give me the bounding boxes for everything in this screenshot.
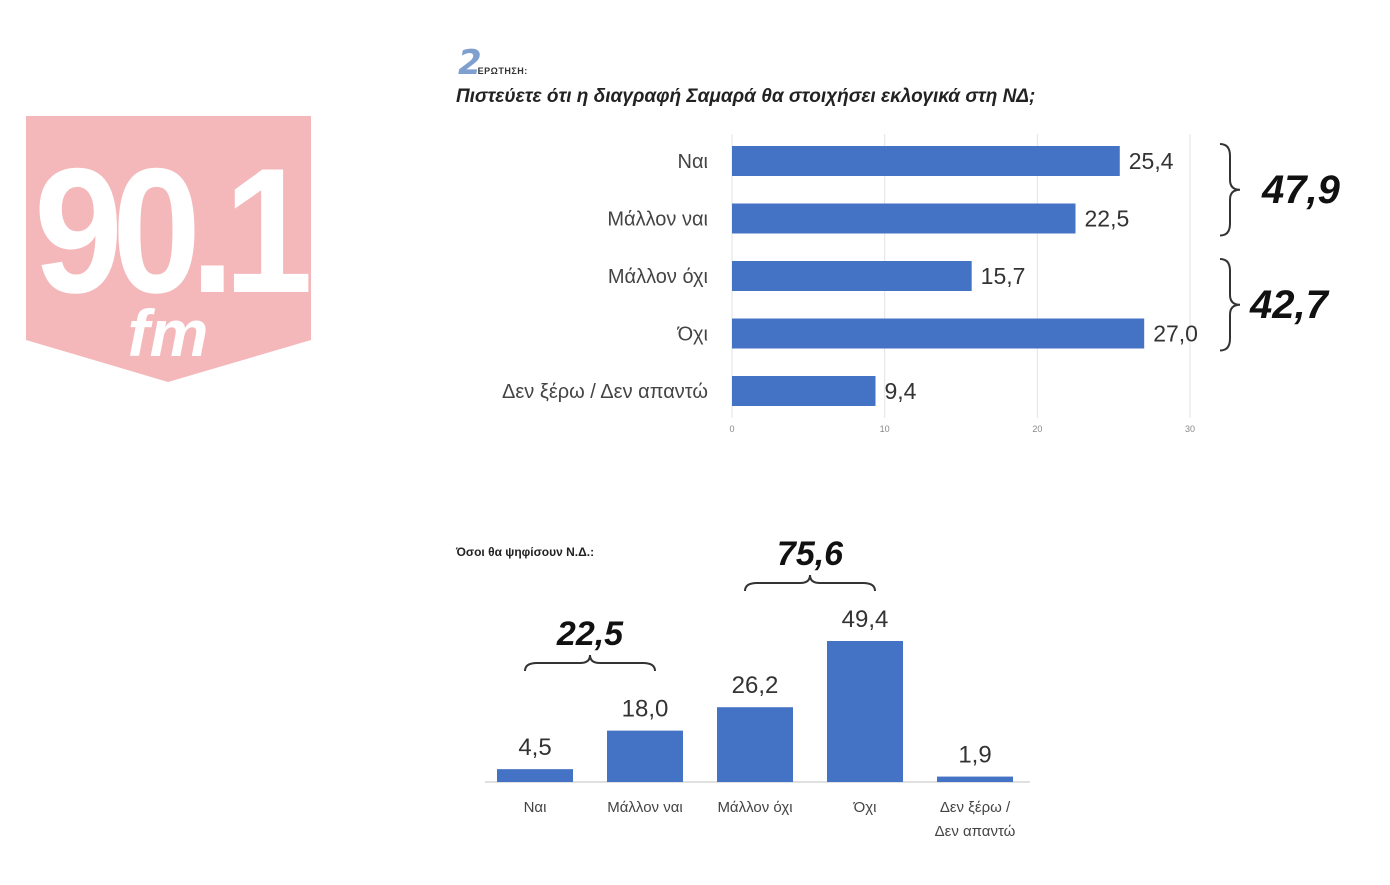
- x-tick-label: 20: [1032, 424, 1042, 434]
- category-label: Δεν ξέρω /: [940, 799, 1011, 816]
- logo-suffix: fm: [128, 296, 209, 370]
- bar: [732, 146, 1120, 176]
- logo-number: 90.1: [34, 131, 309, 330]
- vertical-bar-chart: 4,5 Ναι 18,0 Μάλλον ναι 26,2 Μάλλον όχι 49,4 Όχ…: [485, 535, 1030, 840]
- logo-shield: [26, 116, 311, 382]
- value-label: 9,4: [885, 378, 917, 404]
- bar: [732, 318, 1145, 349]
- category-label: Μάλλον όχι: [608, 266, 708, 288]
- bar: [827, 641, 903, 782]
- bar: [607, 730, 683, 782]
- value-label: 22,5: [1085, 206, 1130, 232]
- bar: [732, 261, 972, 291]
- radio-logo: 90.1 fm: [26, 116, 321, 382]
- category-label: Ναι: [678, 151, 708, 173]
- x-tick-label: 0: [729, 424, 734, 434]
- category-label: Όχι: [677, 324, 708, 346]
- value-label: 26,2: [732, 672, 779, 699]
- horizontal-bar-chart: 0 10 20 30 Ναι 25,4 Μάλλον ναι 22,5 Μάλλον όχι 15…: [502, 134, 1341, 434]
- category-label: Μάλλον όχι: [717, 799, 792, 816]
- group-bracket: [1219, 143, 1241, 237]
- bar: [937, 776, 1013, 782]
- value-label: 15,7: [981, 263, 1026, 289]
- group-total-label: 22,5: [556, 615, 624, 653]
- question-title: Πιστεύετε ότι η διαγραφή Σαμαρά θα στοιχ…: [456, 86, 1036, 107]
- question-number: 2: [458, 43, 482, 83]
- group-total-label: 47,9: [1261, 168, 1341, 212]
- category-label: Όχι: [853, 799, 877, 816]
- value-label: 18,0: [622, 696, 669, 723]
- group-bracket: [524, 654, 656, 672]
- category-label: Ναι: [524, 799, 547, 816]
- value-label: 25,4: [1129, 148, 1174, 174]
- bar: [732, 203, 1076, 234]
- group-bracket: [1219, 258, 1241, 352]
- x-tick-label: 30: [1185, 424, 1195, 434]
- value-label: 49,4: [842, 606, 889, 633]
- category-label: Δεν απαντώ: [935, 823, 1016, 840]
- value-label: 27,0: [1153, 321, 1198, 347]
- group-total-label: 42,7: [1249, 283, 1330, 327]
- chart2-subtitle: Όσοι θα ψηφίσουν Ν.Δ.:: [456, 545, 595, 559]
- x-tick-label: 10: [880, 424, 890, 434]
- group-total-label: 75,6: [777, 535, 844, 573]
- value-label: 4,5: [518, 734, 551, 761]
- category-label: Δεν ξέρω / Δεν απαντώ: [502, 381, 708, 403]
- group-bracket: [744, 574, 876, 592]
- value-label: 1,9: [958, 742, 991, 769]
- bar: [732, 376, 876, 406]
- category-label: Μάλλον ναι: [607, 209, 708, 231]
- question-badge: 2 ΕΡΩΤΗΣΗ:: [458, 43, 528, 83]
- bar: [717, 707, 793, 782]
- category-label: Μάλλον ναι: [607, 799, 682, 816]
- bar: [497, 769, 573, 782]
- question-word: ΕΡΩΤΗΣΗ:: [477, 66, 528, 76]
